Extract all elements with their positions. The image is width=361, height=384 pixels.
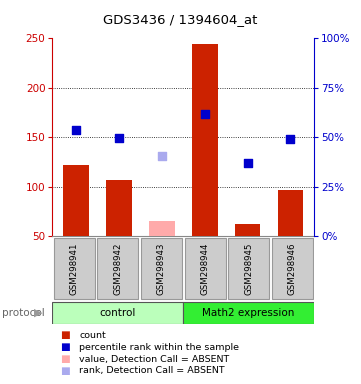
Text: percentile rank within the sample: percentile rank within the sample (79, 343, 239, 352)
Text: protocol: protocol (2, 308, 44, 318)
Point (116, 135, 122, 141)
Text: ▶: ▶ (34, 308, 43, 318)
Point (202, 111, 208, 117)
Text: ■: ■ (60, 366, 69, 376)
Text: GSM298941: GSM298941 (70, 243, 79, 295)
Point (288, 136, 293, 142)
Bar (52, 302, 183, 324)
Bar (54, 238, 95, 300)
Text: GDS3436 / 1394604_at: GDS3436 / 1394604_at (103, 13, 258, 26)
Bar (184, 238, 226, 300)
Text: ■: ■ (60, 330, 69, 340)
Bar (97, 238, 138, 300)
Text: GSM298946: GSM298946 (288, 243, 297, 295)
Point (159, 153, 165, 159)
Bar (278, 190, 303, 236)
Text: ■: ■ (60, 354, 69, 364)
Bar (183, 302, 314, 324)
Bar (149, 221, 175, 236)
Text: rank, Detection Call = ABSENT: rank, Detection Call = ABSENT (79, 366, 225, 376)
Text: value, Detection Call = ABSENT: value, Detection Call = ABSENT (79, 354, 230, 364)
Bar (192, 44, 218, 236)
Text: GSM298942: GSM298942 (113, 243, 122, 295)
Bar (141, 238, 182, 300)
Bar (272, 238, 313, 300)
Point (245, 160, 251, 166)
Text: count: count (79, 331, 106, 340)
Text: GSM298944: GSM298944 (200, 243, 209, 295)
Text: GSM298945: GSM298945 (244, 243, 253, 295)
Bar (63, 165, 89, 236)
Text: control: control (100, 308, 136, 318)
Bar (106, 180, 132, 236)
Text: Math2 expression: Math2 expression (203, 308, 295, 318)
Text: ■: ■ (60, 342, 69, 352)
Bar (228, 238, 269, 300)
Text: GSM298943: GSM298943 (157, 243, 166, 295)
Point (73, 127, 79, 133)
Bar (235, 224, 260, 236)
